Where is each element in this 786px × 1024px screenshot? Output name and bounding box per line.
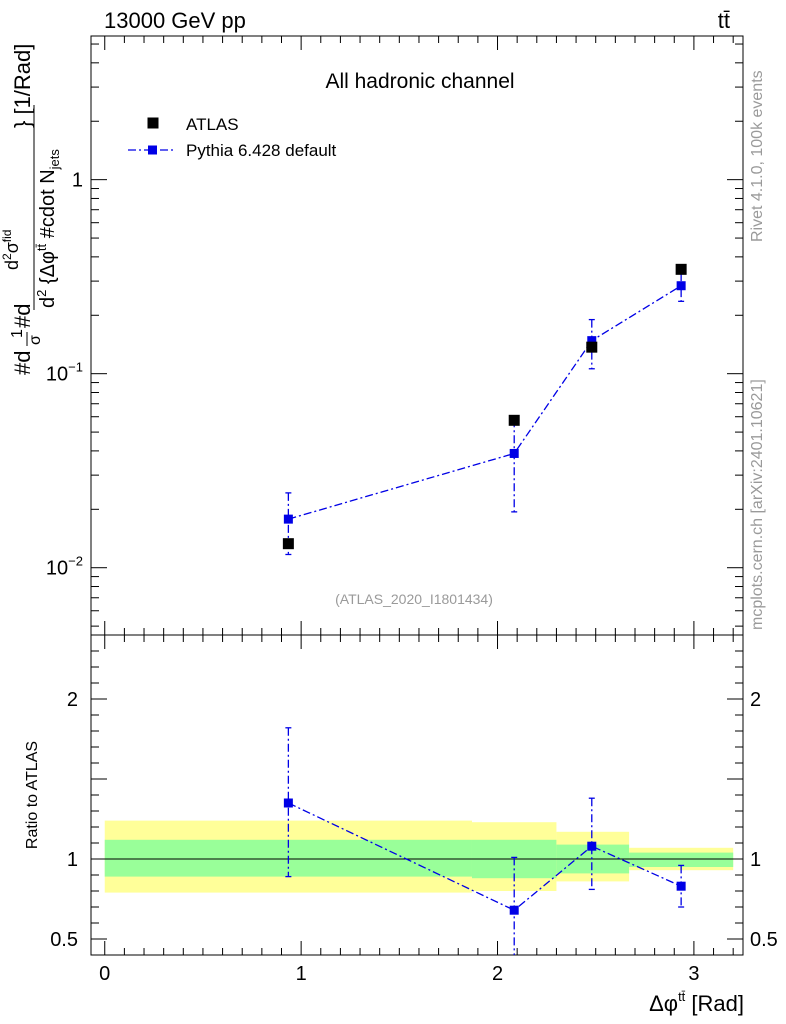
y-tick-base: 10 [46, 364, 68, 386]
y-tick-label-ratio-right-0: 0.5 [750, 929, 778, 951]
y-tick-label-main-1: 10−1 [46, 360, 83, 386]
ylabel-frac2-den: d2 {Δφtt̄ #cdot Njets [34, 149, 62, 308]
ylabel-den-sub: jets [47, 149, 62, 171]
y-tick-label-ratio-right-1: 1 [750, 849, 761, 871]
mc-marker-2 [587, 336, 597, 346]
ylabel-sigma-sup: fid [0, 230, 14, 243]
y-tick-label-ratio-right-2: 2 [750, 689, 761, 711]
legend-marker-atlas [147, 117, 159, 129]
x-axis-label-sup: tt̄ [678, 989, 686, 1004]
axis-ticks: 0 1 2 310−210−110.5 0.51 12 2 [46, 36, 778, 985]
plot-frames [90, 35, 744, 956]
ratio-plot-frame [90, 634, 744, 956]
x-tick-label-1: 1 [296, 963, 307, 985]
x-tick-label-0: 0 [99, 963, 110, 985]
mc-ratio-marker-3 [676, 881, 686, 891]
legend-label-atlas: ATLAS [186, 115, 239, 134]
mc-marker-1 [509, 448, 519, 458]
x-axis-label: Δφtt̄ [Rad] [649, 989, 744, 1016]
atlas-marker-1 [508, 414, 520, 426]
y-tick-label-ratio-left-0: 0.5 [50, 929, 78, 951]
ylabel-prefix: #d [10, 351, 35, 375]
data-series [282, 263, 687, 955]
uncertainty-bands [104, 820, 734, 893]
ratio-y-axis-label: Ratio to ATLAS [24, 741, 41, 849]
y-tick-exp: −2 [68, 554, 83, 569]
x-axis-label-main: Δφ [649, 991, 678, 1016]
ylabel-sigma: σ [2, 242, 22, 253]
ylabel-sup: 2 [0, 253, 14, 260]
ylabel-prefix-mid: #d [10, 304, 35, 328]
mc-ratio-marker-1 [509, 905, 519, 915]
y-tick-label-main-2: 1 [72, 170, 83, 192]
x-tick-label-2: 2 [492, 963, 503, 985]
ylabel-unit: } [1/Rad] [10, 44, 35, 128]
ylabel-frac-num: 1 [9, 329, 26, 338]
mc-line-main [288, 285, 682, 520]
side-label-bottom: mcplots.cern.ch [arXiv:2401.10621] [749, 379, 766, 630]
mc-marker-3 [676, 281, 686, 291]
header-right: tt̄ [718, 8, 730, 33]
y-tick-label-ratio-left-1: 1 [67, 849, 78, 871]
atlas-marker-0 [282, 538, 294, 550]
legend: ATLAS Pythia 6.428 default [128, 115, 337, 160]
band-green-3 [629, 852, 734, 867]
legend-marker-mc [148, 145, 157, 155]
ylabel-frac2-num: d2σfid [0, 230, 22, 271]
mc-ratio-marker-0 [283, 798, 293, 808]
atlas-marker-3 [675, 263, 687, 275]
y-tick-base: 10 [46, 558, 68, 580]
mc-ratio-marker-2 [587, 841, 597, 851]
y-tick-exp: −1 [68, 360, 83, 375]
ylabel-den-text2: #cdot N [37, 169, 59, 243]
header-left: 13000 GeV pp [104, 8, 246, 33]
ylabel-den-sup2: tt̄ [34, 243, 49, 251]
analysis-tag: (ATLAS_2020_I1801434) [335, 591, 493, 607]
legend-label-mc: Pythia 6.428 default [186, 141, 337, 160]
mc-line-ratio [288, 802, 682, 911]
x-tick-label-3: 3 [688, 963, 699, 985]
ylabel-frac-den: σ [27, 335, 44, 345]
ylabel-den-sup: 2 [34, 290, 49, 297]
mc-marker-0 [283, 514, 293, 524]
x-axis-label-unit: [Rad] [685, 991, 744, 1016]
atlas-marker-2 [586, 341, 598, 353]
chart-title: All hadronic channel [325, 70, 514, 93]
ylabel-den-text: {Δφ [37, 251, 59, 290]
y-tick-label-ratio-left-2: 2 [67, 689, 78, 711]
y-tick-base: 1 [72, 170, 83, 192]
y-tick-label-main-0: 10−2 [46, 554, 83, 580]
side-label-top: Rivet 4.1.0, 100k events [749, 70, 766, 242]
